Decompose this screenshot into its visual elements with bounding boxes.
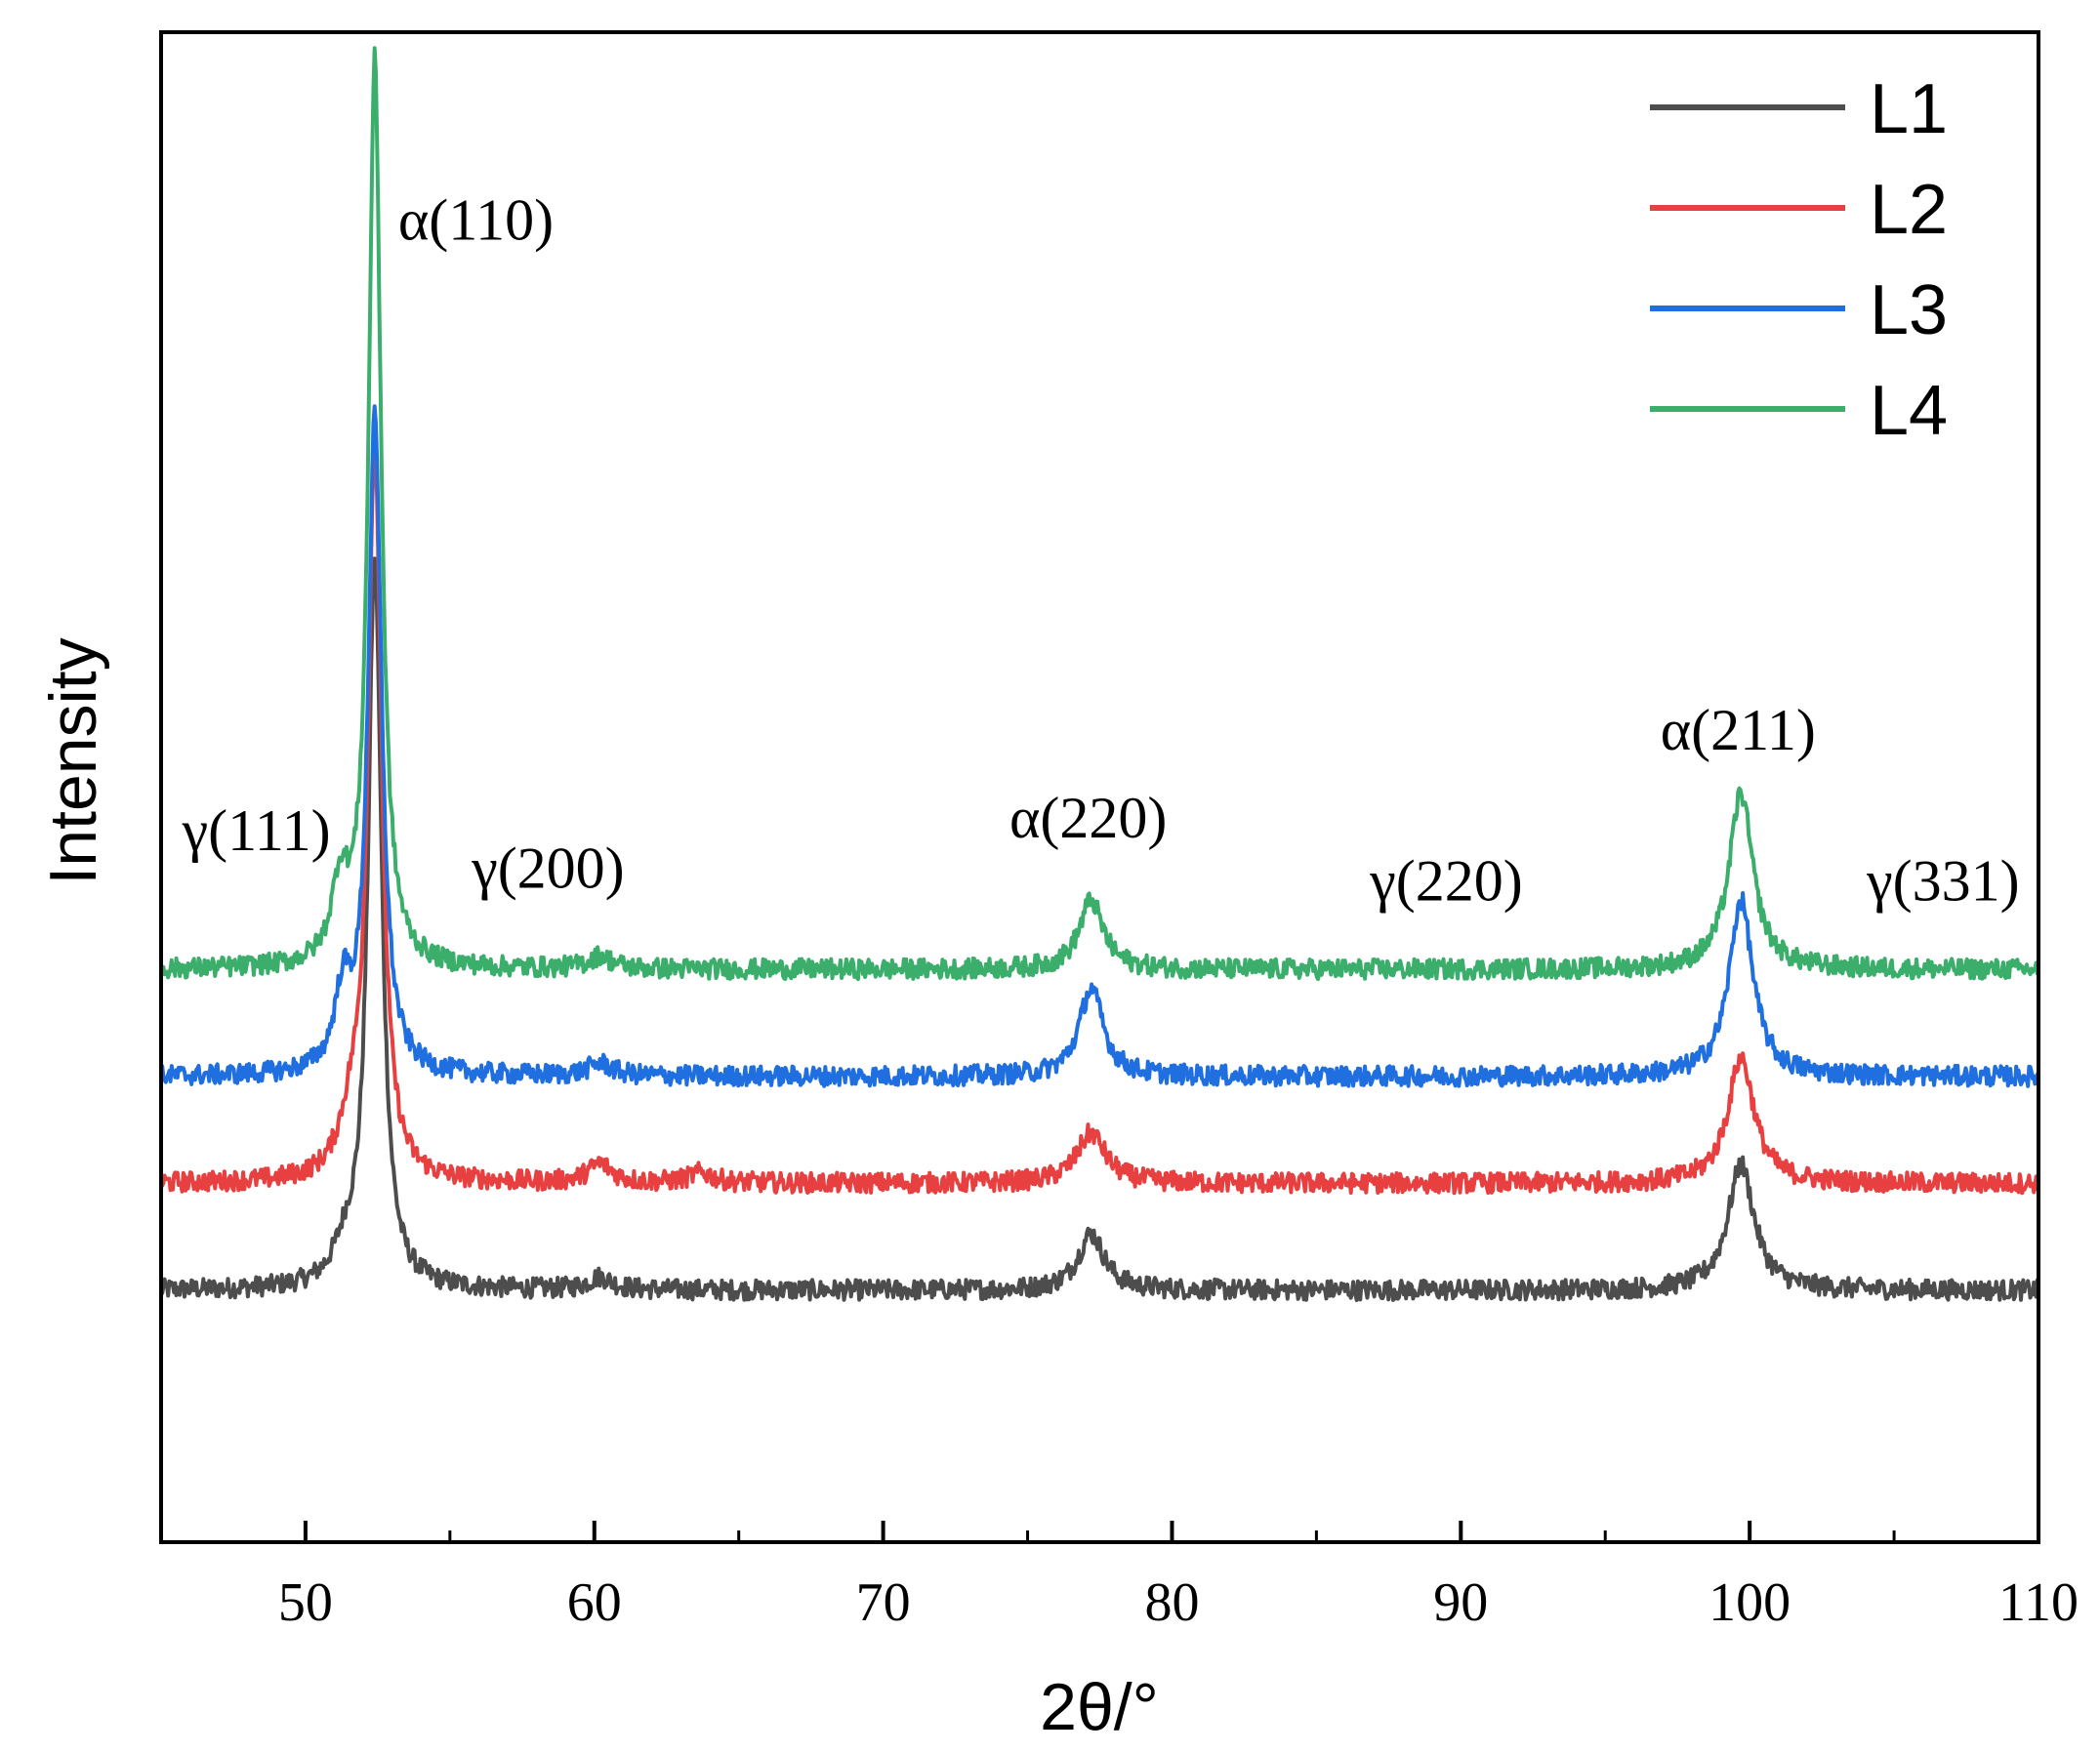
x-tick-label-100: 100 bbox=[1709, 1572, 1791, 1633]
peak-label-1: γ(111) bbox=[182, 798, 331, 863]
x-tick-label-50: 50 bbox=[278, 1572, 333, 1633]
series-line-L4 bbox=[159, 46, 2040, 982]
peak-annotations: α(110) γ(111) γ(200) α(220) γ(220) α(211) γ(33… bbox=[182, 188, 2020, 914]
legend-label-L2: L2 bbox=[1870, 171, 1948, 249]
series-layer bbox=[159, 46, 2040, 1302]
peak-label-5: α(211) bbox=[1661, 698, 1816, 762]
series-line-L3 bbox=[159, 404, 2040, 1088]
x-tick-label-70: 70 bbox=[856, 1572, 911, 1633]
legend: L1 L2 L3 L4 bbox=[1650, 70, 1948, 450]
x-tick-label-110: 110 bbox=[1998, 1572, 2079, 1633]
x-tick-label-90: 90 bbox=[1433, 1572, 1488, 1633]
x-tick-label-80: 80 bbox=[1144, 1572, 1199, 1633]
legend-label-L1: L1 bbox=[1870, 70, 1948, 148]
legend-label-L4: L4 bbox=[1870, 372, 1948, 450]
y-axis-label: Intensity bbox=[36, 637, 110, 884]
peak-label-4: γ(220) bbox=[1369, 849, 1522, 914]
peak-label-3: α(220) bbox=[1009, 786, 1167, 850]
peak-label-2: γ(200) bbox=[471, 836, 624, 901]
series-line-L1 bbox=[159, 556, 2040, 1302]
x-tick-label-60: 60 bbox=[567, 1572, 622, 1633]
plot-frame bbox=[159, 30, 2040, 1544]
peak-label-6: γ(331) bbox=[1866, 849, 2019, 914]
x-axis: 50 60 70 80 90 100 110 bbox=[278, 1521, 2079, 1633]
series-line-L2 bbox=[159, 441, 2040, 1196]
legend-label-L3: L3 bbox=[1870, 271, 1948, 349]
x-axis-label: 2θ/° bbox=[1040, 1670, 1159, 1744]
peak-label-0: α(110) bbox=[398, 188, 554, 253]
